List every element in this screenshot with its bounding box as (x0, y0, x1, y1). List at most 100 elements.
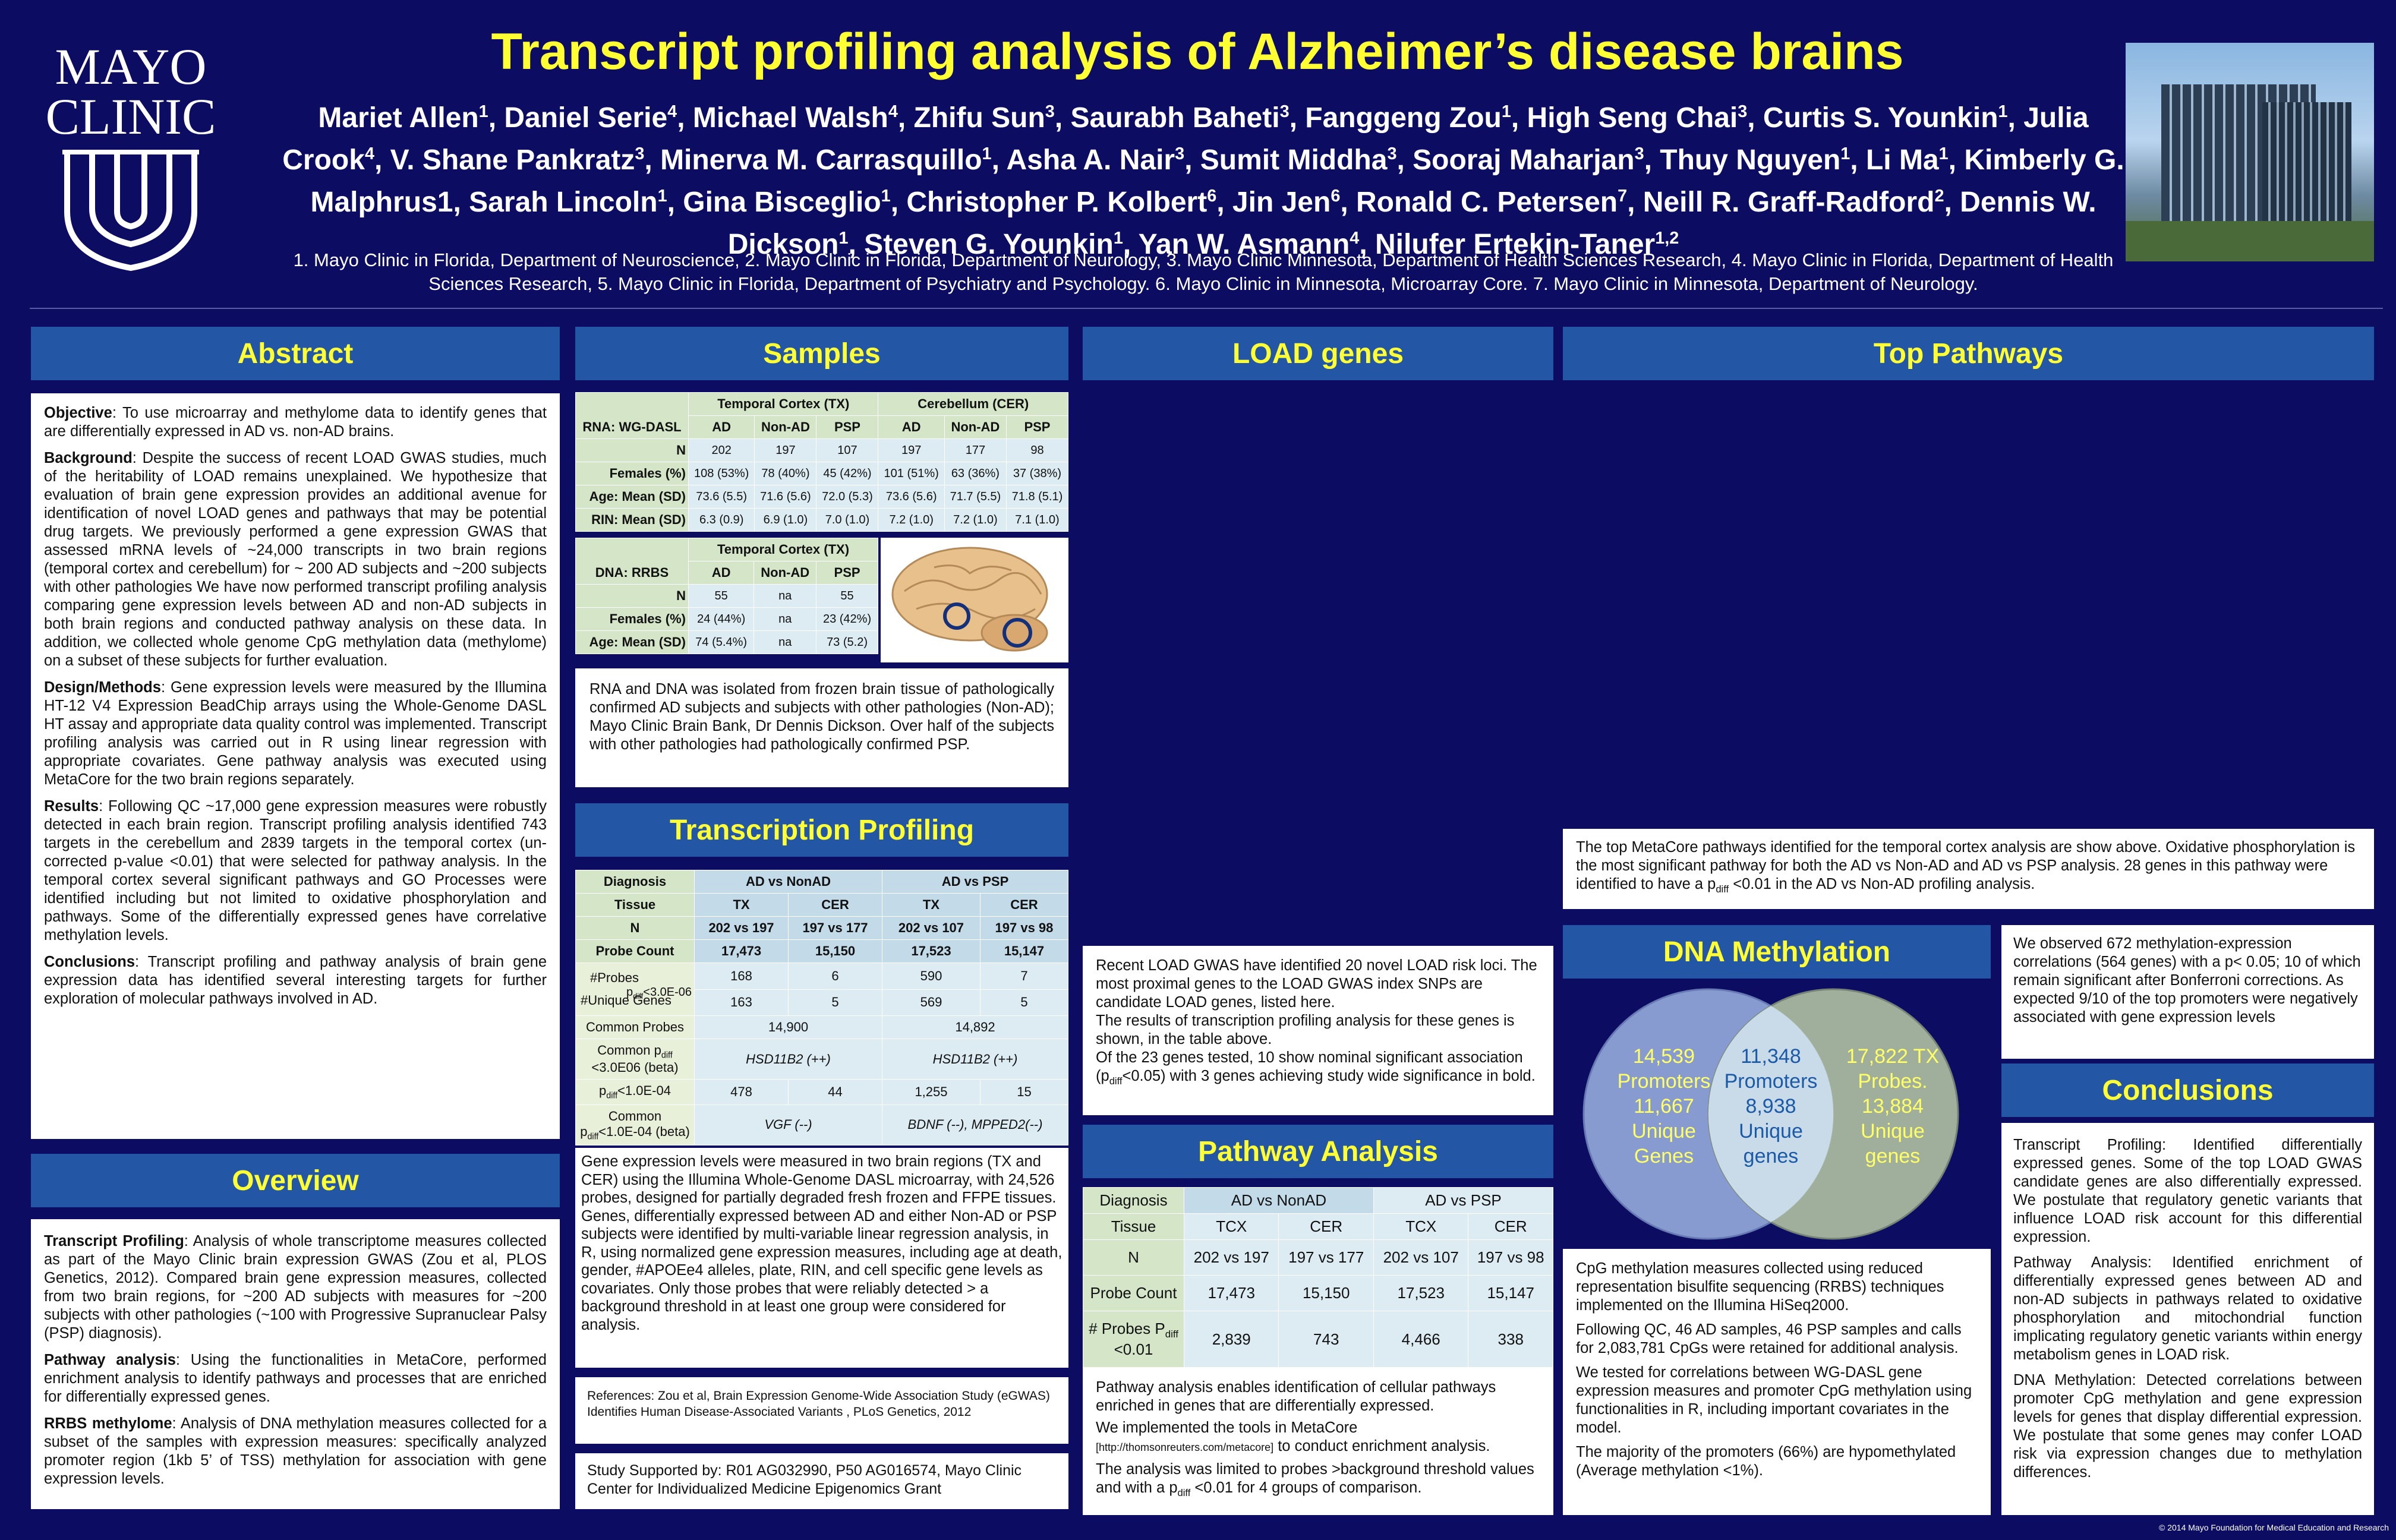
shield-icon (62, 150, 199, 272)
metacore-link[interactable]: [http://thomsonreuters.com/metacore] (1096, 1441, 1274, 1453)
common2-cell: BDNF (--), MPPED2(--) (882, 1104, 1068, 1146)
pw-tissue-label: Tissue (1083, 1213, 1184, 1240)
author-name: Yan W. Asmann (1138, 229, 1350, 260)
venn-line: 14,539 (1633, 1045, 1695, 1068)
load-genes-table-area (1083, 386, 1553, 939)
venn-right-label: 17,822 TX Probes. 13,884 Unique genes (1824, 1044, 1961, 1169)
author-sup: 3 (1279, 102, 1290, 121)
author-name: Fanggeng Zou (1305, 102, 1502, 134)
logo-line1: MAYO (55, 38, 207, 95)
pw-n-cell: 202 vs 197 (1183, 1239, 1279, 1276)
section-paragraph: Conclusions: Transcript profiling and pa… (44, 953, 547, 1008)
pdiff2-label: pdiff<1.0E-04 (575, 1079, 695, 1105)
pw-probe-cell: 17,473 (1183, 1275, 1279, 1311)
paragraph-lead: RRBS methylome (44, 1415, 172, 1432)
section-paragraph: RRBS methylome: Analysis of DNA methylat… (44, 1415, 547, 1488)
pw-probe-cell: 17,523 (1373, 1275, 1469, 1311)
probe-cell: 15,150 (788, 939, 882, 963)
table-cell: 197 (878, 438, 945, 462)
section-paragraph: Design/Methods: Gene expression levels w… (44, 679, 547, 789)
pathway-text2: We implemented the tools in MetaCore [htt… (1096, 1419, 1490, 1454)
n-cell: 202 vs 107 (882, 916, 981, 940)
table-cell: 177 (944, 438, 1007, 462)
load-text2: The results of transcription profiling a… (1096, 1012, 1515, 1047)
row-label: Females (%) (575, 607, 689, 631)
author-name: Sarah Lincoln (469, 187, 658, 218)
rna-label: RNA: WG-DASL (575, 392, 689, 439)
table-cell: 71.6 (5.6) (754, 485, 817, 509)
dna-group: Temporal Cortex (TX) (688, 538, 878, 561)
paragraph-text: : Analysis of DNA methylation measures c… (44, 1415, 547, 1487)
methylation-paragraph: We tested for correlations between WG-DA… (1576, 1364, 1972, 1436)
table-cell: 72.0 (5.3) (816, 485, 879, 509)
common-p-cell: HSD11B2 (++) (694, 1038, 882, 1080)
conclusion-paragraph: Pathway Analysis: Identified enrichment … (2013, 1254, 2362, 1363)
table-cell: 71.7 (5.5) (944, 485, 1007, 509)
section-paragraph: Transcript Profiling: Analysis of whole … (44, 1232, 547, 1343)
row-label: Age: Mean (SD) (575, 630, 689, 654)
unique-genes-label: #Unique Genes (581, 993, 671, 1008)
author-sup: 2 (1934, 187, 1944, 206)
table-cell: 108 (53%) (688, 462, 755, 485)
load-genes-heading: LOAD genes (1083, 327, 1553, 380)
author-sup: 1 (838, 229, 849, 248)
author-name: Dennis W. Dickson (727, 187, 2096, 260)
pw-probe-cell: 15,147 (1468, 1275, 1553, 1311)
load-text3: Of the 23 genes tested, 10 show nominal … (1096, 1049, 1536, 1087)
author-sup: 1 (1113, 229, 1123, 248)
author-sup: 1 (657, 187, 667, 206)
pw-n-cell: 197 vs 98 (1468, 1239, 1553, 1276)
dna-methylation-heading: DNA Methylation (1563, 925, 1991, 979)
references: References: Zou et al, Brain Expression … (575, 1377, 1068, 1444)
author-sup: 1 (1998, 102, 2008, 121)
col-header: PSP (1005, 415, 1069, 439)
author-name: Nilufer Ertekin-Taner (1374, 229, 1656, 260)
author-name: Curtis S. Younkin (1763, 102, 1998, 134)
n-cell: 197 vs 177 (788, 916, 882, 940)
probes-cell: 6 (788, 962, 882, 990)
pdiff2-cell: 1,255 (882, 1079, 981, 1105)
col-header: Non-AD (754, 561, 817, 585)
tissue-cell: TX (694, 893, 789, 917)
pathway-text4: The analysis was limited to probes >back… (1096, 1461, 1534, 1499)
author-name: Li Ma (1865, 144, 1939, 176)
venn-line: Promoters (1617, 1070, 1711, 1093)
top-pathways-heading: Top Pathways (1563, 327, 2374, 380)
tissue-cell: CER (979, 893, 1069, 917)
table-cell: 71.8 (5.1) (1005, 485, 1069, 509)
conclusions-body: Transcript Profiling: Identified differe… (2001, 1123, 2374, 1515)
tissue-cell: CER (788, 893, 882, 917)
mayo-logo: MAYO CLINIC (33, 38, 229, 279)
author-sup: 7 (1618, 187, 1628, 206)
col-header: PSP (816, 561, 878, 585)
pathway-text1: Pathway analysis enables identification … (1096, 1379, 1496, 1414)
top-pathways-chart-area (1563, 386, 2374, 823)
author-sup: 3 (1738, 102, 1748, 121)
author-sup: 6 (1207, 187, 1217, 206)
author-sup: 1,2 (1655, 229, 1679, 248)
common-p-cell: HSD11B2 (++) (882, 1038, 1068, 1080)
header-divider (30, 308, 2383, 309)
table-cell: 73 (5.2) (816, 630, 878, 654)
author-name: Zhifu Sun (913, 102, 1045, 134)
pdiff2-cell: 478 (694, 1079, 789, 1105)
author-name: Daniel Serie (504, 102, 668, 134)
author-sup: 3 (1175, 144, 1185, 163)
uniq-cell: 5 (979, 989, 1069, 1016)
table-cell: 74 (5.4%) (688, 630, 755, 654)
dna-label: DNA: RRBS (575, 538, 689, 585)
conclusion-paragraph: Transcript Profiling: Identified differe… (2013, 1137, 2362, 1245)
uniq-cell: 569 (882, 989, 981, 1016)
pw-n-cell: 197 vs 177 (1278, 1239, 1374, 1276)
probes-cell: 168 (694, 962, 789, 990)
building-photo (2126, 43, 2374, 261)
pw-probes-cell: 2,839 (1183, 1310, 1279, 1368)
venn-line: Promoters (1724, 1070, 1818, 1093)
author-name: Ronald C. Petersen (1356, 187, 1618, 218)
table-cell: 73.6 (5.5) (688, 485, 755, 509)
author-name: Saurabh Baheti (1070, 102, 1280, 134)
table-row: N 55 na 55 (575, 584, 878, 608)
author-name: Neill R. Graff-Radford (1642, 187, 1935, 218)
ad-vs-nonad: AD vs NonAD (694, 870, 882, 894)
table-row: Age: Mean (SD) 74 (5.4%) na 73 (5.2) (575, 630, 878, 654)
